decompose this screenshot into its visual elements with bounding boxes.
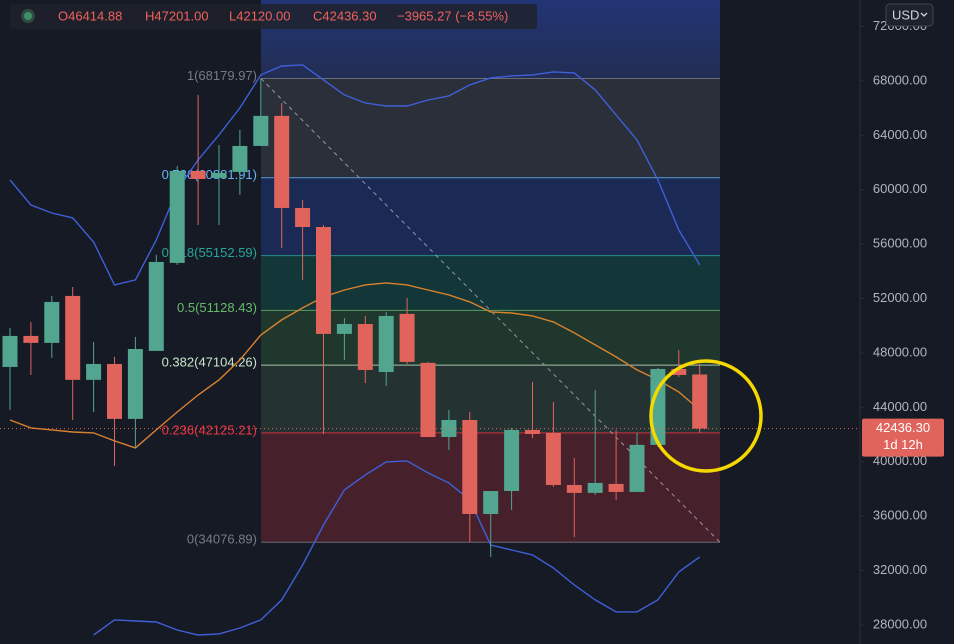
plot bbox=[0, 64, 860, 636]
y-tick-label: 48000.00 bbox=[873, 344, 927, 359]
candle-body bbox=[232, 145, 248, 172]
header-open: O46414.88 bbox=[58, 8, 122, 23]
y-tick-label: 40000.00 bbox=[873, 453, 927, 468]
candle-body bbox=[2, 335, 18, 367]
candle-body bbox=[336, 323, 352, 334]
status-dot bbox=[24, 12, 32, 20]
header-low: L42120.00 bbox=[229, 8, 290, 23]
fib-zone bbox=[261, 255, 720, 311]
header-box bbox=[10, 4, 537, 29]
indicator-line bbox=[9, 282, 701, 449]
candle-body bbox=[107, 363, 122, 419]
price-tag-label: 42436.30 bbox=[876, 420, 930, 435]
candle-body bbox=[420, 362, 436, 437]
fib-label: 0(34076.89) bbox=[187, 532, 257, 547]
candle-body bbox=[169, 170, 185, 263]
y-tick-label: 60000.00 bbox=[873, 181, 927, 196]
candle-body bbox=[274, 115, 290, 208]
candle-body bbox=[650, 368, 666, 445]
indicator-line bbox=[93, 460, 701, 636]
y-tick-label: 32000.00 bbox=[873, 562, 927, 577]
candle-body bbox=[148, 261, 164, 351]
y-tick-label: 52000.00 bbox=[873, 290, 927, 305]
y-tick-label: 56000.00 bbox=[873, 236, 927, 251]
candle-body bbox=[44, 301, 60, 343]
fib-label: 0.5(51128.43) bbox=[177, 300, 257, 315]
candle-body bbox=[545, 432, 561, 486]
price-tag-countdown: 1d 12h bbox=[883, 437, 923, 452]
y-tick-label: 64000.00 bbox=[873, 127, 927, 142]
candle-body bbox=[399, 313, 415, 362]
candle-body bbox=[504, 429, 520, 491]
price-axis: 28000.00 32000.00 36000.00 40000.00 44000.00… bbox=[860, 18, 944, 631]
fib-label: 0.618(55152.59) bbox=[162, 245, 257, 260]
candle-body bbox=[211, 172, 227, 178]
fib-zone bbox=[261, 365, 720, 433]
candle-body bbox=[671, 368, 687, 375]
currency-label[interactable]: USD bbox=[892, 7, 919, 22]
candle-body bbox=[378, 315, 394, 372]
candle-body bbox=[253, 115, 269, 146]
header-close: C42436.30 bbox=[313, 8, 377, 23]
y-tick-label: 44000.00 bbox=[873, 399, 927, 414]
highlight-circle bbox=[649, 359, 763, 473]
candle-body bbox=[692, 374, 708, 429]
candle-body bbox=[23, 335, 39, 343]
candle-body bbox=[295, 207, 311, 227]
candle-body bbox=[316, 226, 331, 334]
candle-body bbox=[190, 170, 206, 179]
currency-button[interactable] bbox=[885, 3, 934, 27]
candle-body bbox=[587, 482, 603, 493]
candle-body bbox=[566, 485, 582, 493]
candle-body bbox=[357, 323, 373, 370]
y-tick-label: 36000.00 bbox=[873, 508, 927, 523]
header-high: H47201.00 bbox=[145, 8, 209, 23]
candle-body bbox=[525, 429, 540, 435]
y-tick-label: 28000.00 bbox=[873, 616, 927, 631]
candle-body bbox=[483, 490, 499, 514]
fib-label: 0.236(42125.21) bbox=[162, 422, 257, 437]
candle-body bbox=[86, 363, 102, 380]
header-change: −3965.27 (−8.55%) bbox=[397, 8, 508, 23]
fib-label: 1(68179.97) bbox=[187, 68, 257, 83]
candle-body bbox=[127, 348, 143, 419]
indicator-line bbox=[9, 64, 701, 286]
fib-zone bbox=[261, 177, 720, 256]
price-tag-box bbox=[862, 418, 944, 457]
candle-body bbox=[608, 483, 624, 492]
candle-body bbox=[629, 444, 645, 492]
y-tick-label: 68000.00 bbox=[873, 72, 927, 87]
fib-zone bbox=[261, 310, 720, 366]
candle-body bbox=[462, 419, 478, 514]
candle-body bbox=[65, 295, 81, 380]
fib-zone bbox=[261, 78, 720, 178]
currency-chevron bbox=[920, 12, 928, 17]
